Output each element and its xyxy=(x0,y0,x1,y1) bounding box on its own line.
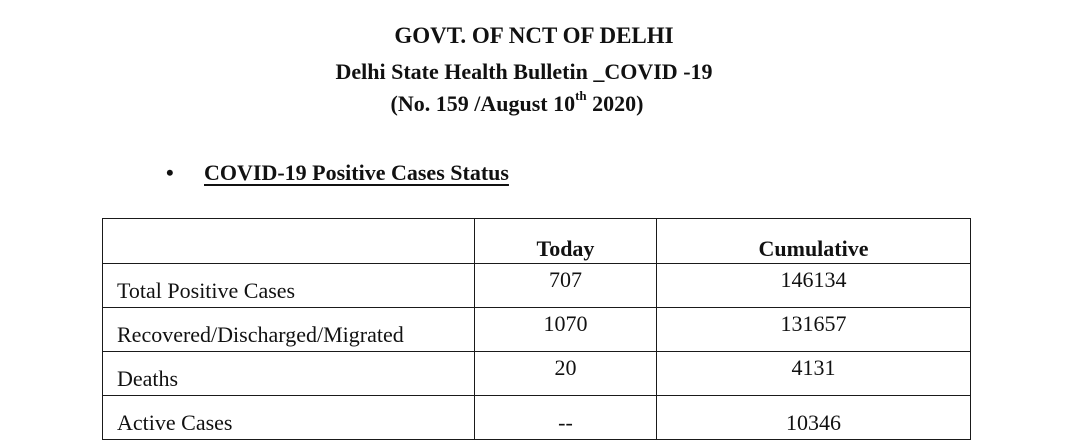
column-header-cumulative: Cumulative xyxy=(656,218,971,264)
table-row: Active Cases -- 10346 xyxy=(102,395,971,440)
cumulative-value: 146134 xyxy=(656,263,971,308)
cumulative-value: 10346 xyxy=(656,395,971,440)
bulletin-title: Delhi State Health Bulletin _COVID -19 xyxy=(335,59,713,84)
today-value: 20 xyxy=(474,351,657,396)
bulletin-number-date-prefix: (No. 159 /August 10 xyxy=(390,91,576,116)
date-ordinal-suffix: th xyxy=(575,88,587,103)
row-label: Deaths xyxy=(102,351,475,396)
bullet-icon: • xyxy=(166,160,174,185)
today-value: -- xyxy=(474,395,657,440)
cases-status-table: Today Cumulative Total Positive Cases 70… xyxy=(102,218,971,440)
table-row: Deaths 20 4131 xyxy=(102,351,971,396)
section-heading: • COVID-19 Positive Cases Status xyxy=(166,160,509,186)
row-label: Total Positive Cases xyxy=(102,263,475,308)
bulletin-issuer-title: GOVT. OF NCT OF DELHI xyxy=(394,23,674,48)
table-row: Total Positive Cases 707 146134 xyxy=(102,263,971,308)
bulletin-number-date: (No. 159 /August 10th 2020) xyxy=(0,89,1057,116)
today-value: 1070 xyxy=(474,307,657,352)
today-value: 707 xyxy=(474,263,657,308)
row-label: Active Cases xyxy=(102,395,475,440)
table-header-row: Today Cumulative xyxy=(102,218,971,264)
cumulative-value: 131657 xyxy=(656,307,971,352)
table-row: Recovered/Discharged/Migrated 1070 13165… xyxy=(102,307,971,352)
section-title: COVID-19 Positive Cases Status xyxy=(204,160,509,185)
bulletin-number-date-suffix: 2020) xyxy=(586,91,644,116)
column-header-blank xyxy=(102,218,475,264)
cumulative-value: 4131 xyxy=(656,351,971,396)
row-label: Recovered/Discharged/Migrated xyxy=(102,307,475,352)
column-header-today: Today xyxy=(474,218,657,264)
